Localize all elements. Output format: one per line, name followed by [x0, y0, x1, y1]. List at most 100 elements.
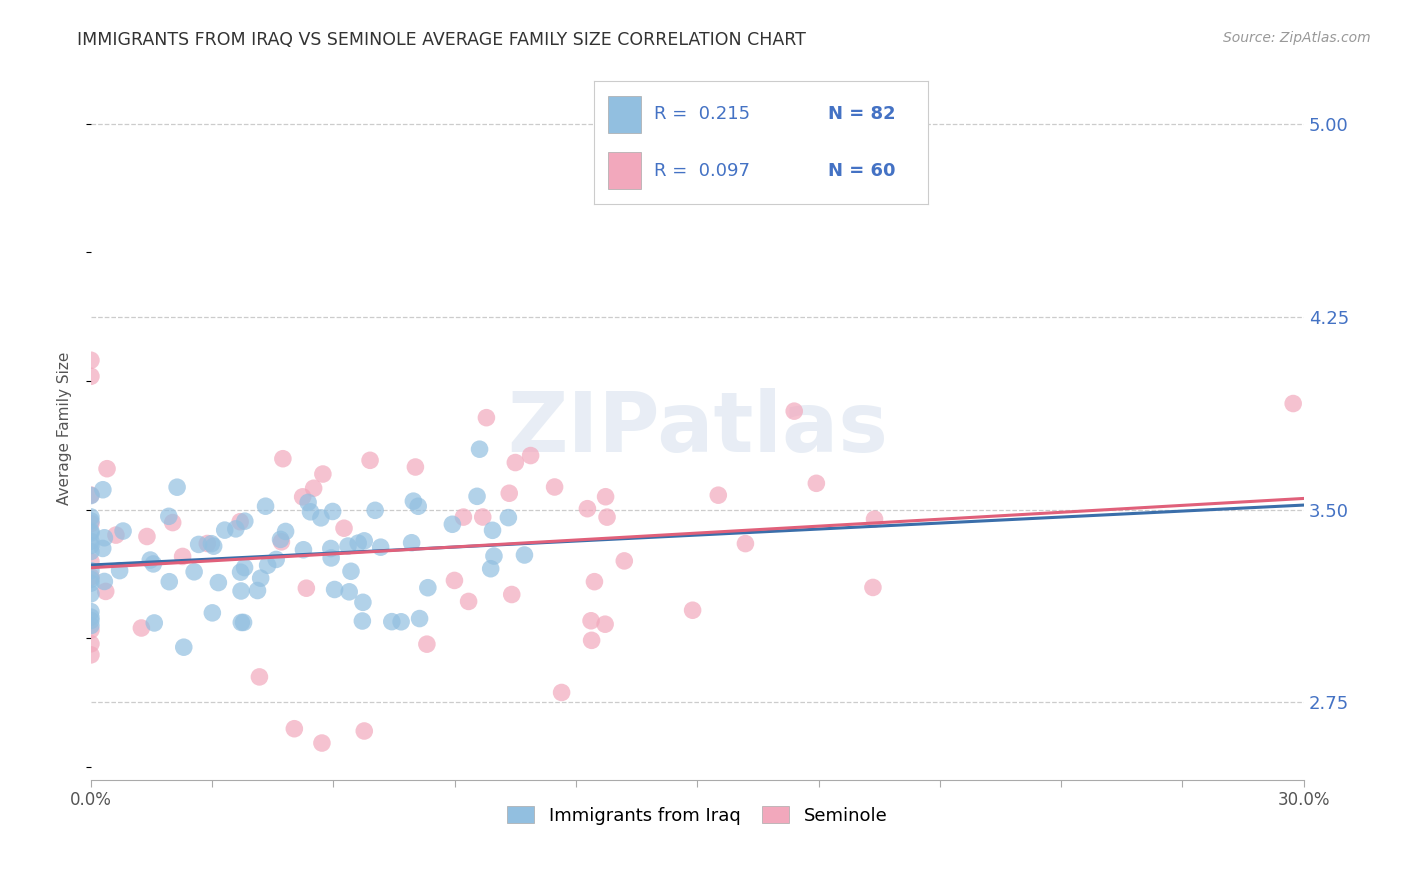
Point	[471, 510, 494, 524]
Point	[200, 537, 222, 551]
Point	[229, 565, 252, 579]
Point	[80, 587, 103, 601]
Point	[166, 480, 188, 494]
Point	[453, 510, 475, 524]
Point	[80, 564, 103, 578]
Point	[93, 531, 115, 545]
Legend: Immigrants from Iraq, Seminole: Immigrants from Iraq, Seminole	[498, 797, 897, 834]
Point	[264, 552, 287, 566]
Point	[91, 483, 114, 497]
Point	[80, 534, 103, 549]
Point	[401, 535, 423, 549]
Point	[481, 524, 503, 538]
Point	[579, 614, 602, 628]
Point	[457, 594, 479, 608]
Point	[207, 575, 229, 590]
Point	[309, 511, 332, 525]
Point	[229, 515, 252, 529]
Point	[249, 805, 271, 820]
Point	[80, 353, 103, 368]
Point	[80, 488, 103, 502]
Point	[783, 404, 806, 418]
Point	[337, 539, 360, 553]
Point	[270, 534, 292, 549]
Y-axis label: Average Family Size: Average Family Size	[58, 351, 72, 505]
Point	[249, 670, 271, 684]
Point	[91, 541, 114, 556]
Point	[291, 490, 314, 504]
Point	[108, 564, 131, 578]
Point	[80, 489, 103, 503]
Point	[104, 528, 127, 542]
Point	[183, 565, 205, 579]
Point	[231, 615, 253, 630]
Point	[404, 460, 426, 475]
Point	[254, 499, 277, 513]
Point	[80, 524, 103, 538]
Point	[443, 574, 465, 588]
Point	[364, 503, 387, 517]
Point	[321, 551, 343, 566]
Point	[682, 603, 704, 617]
Point	[352, 595, 374, 609]
Point	[295, 581, 318, 595]
Point	[581, 633, 603, 648]
Point	[274, 524, 297, 539]
Point	[112, 524, 135, 538]
Text: ZIPatlas: ZIPatlas	[506, 388, 887, 469]
Point	[80, 610, 103, 624]
Point	[139, 553, 162, 567]
Point	[311, 736, 333, 750]
Point	[322, 504, 344, 518]
Point	[173, 640, 195, 655]
Point	[408, 611, 430, 625]
Point	[370, 540, 392, 554]
Point	[246, 583, 269, 598]
Point	[707, 488, 730, 502]
Point	[142, 557, 165, 571]
Point	[201, 606, 224, 620]
Point	[441, 517, 464, 532]
Point	[80, 516, 103, 531]
Point	[1282, 396, 1305, 410]
Point	[195, 536, 218, 550]
Text: Source: ZipAtlas.com: Source: ZipAtlas.com	[1223, 31, 1371, 45]
Point	[416, 637, 439, 651]
Point	[80, 544, 103, 558]
Point	[80, 605, 103, 619]
Point	[80, 637, 103, 651]
Point	[157, 509, 180, 524]
Point	[232, 615, 254, 630]
Point	[225, 522, 247, 536]
Point	[337, 584, 360, 599]
Point	[498, 510, 520, 524]
Point	[359, 453, 381, 467]
Point	[93, 574, 115, 589]
Point	[595, 490, 617, 504]
Point	[80, 623, 103, 637]
Point	[340, 564, 363, 578]
Point	[353, 723, 375, 738]
Point	[596, 510, 619, 524]
Point	[389, 615, 412, 629]
Point	[80, 572, 103, 586]
Point	[297, 495, 319, 509]
Point	[283, 722, 305, 736]
Point	[80, 648, 103, 662]
Point	[80, 369, 103, 384]
Point	[583, 574, 606, 589]
Point	[233, 514, 256, 528]
Point	[292, 542, 315, 557]
Point	[299, 505, 322, 519]
Point	[96, 461, 118, 475]
Point	[593, 617, 616, 632]
Point	[233, 560, 256, 574]
Point	[256, 558, 278, 573]
Point	[613, 554, 636, 568]
Point	[319, 541, 342, 556]
Point	[576, 501, 599, 516]
Point	[80, 539, 103, 553]
Point	[333, 521, 356, 535]
Point	[229, 584, 252, 599]
Point	[465, 489, 488, 503]
